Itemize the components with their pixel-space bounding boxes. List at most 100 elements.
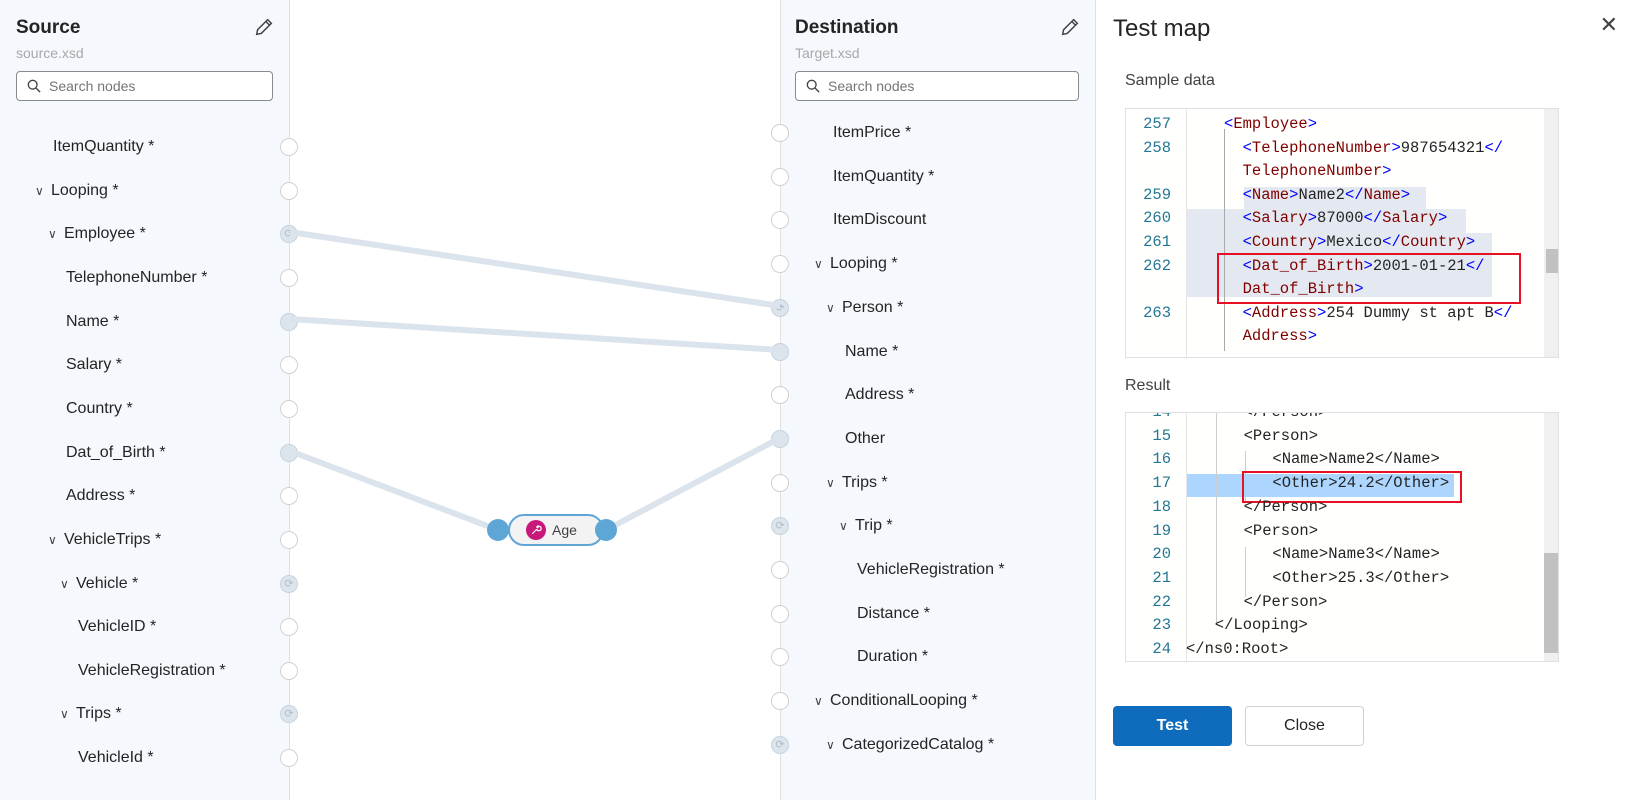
close-button[interactable]: Close xyxy=(1245,706,1364,746)
source-search[interactable] xyxy=(16,71,273,101)
loop-handle-icon[interactable]: ⟳ xyxy=(771,735,789,754)
tree-node[interactable]: VehicleRegistration * xyxy=(857,558,1005,582)
tree-node[interactable]: Other xyxy=(845,427,885,451)
result-label: Result xyxy=(1125,377,1171,394)
tree-node-label: VehicleRegistration * xyxy=(857,561,1005,578)
tree-node[interactable]: ∨ Trip * xyxy=(839,514,893,538)
sample-scrollbar[interactable] xyxy=(1544,109,1558,357)
node-handle[interactable] xyxy=(771,386,789,405)
node-handle[interactable] xyxy=(280,749,298,768)
result-editor[interactable]: 14 </Person> 15 <Person> 16 <Name>Name2</Name… xyxy=(1125,412,1559,662)
destination-search-input[interactable] xyxy=(828,78,1028,94)
function-output-handle[interactable] xyxy=(595,519,617,541)
tree-node[interactable]: ItemQuantity * xyxy=(53,135,154,159)
destination-search[interactable] xyxy=(795,71,1079,101)
test-button[interactable]: Test xyxy=(1113,706,1232,746)
tree-node[interactable]: TelephoneNumber * xyxy=(66,266,207,290)
tree-node[interactable]: ∨ Person * xyxy=(826,296,903,320)
loop-handle-icon[interactable]: ⟳ xyxy=(280,225,298,244)
chevron-down-icon[interactable]: ∨ xyxy=(839,519,848,534)
tree-node[interactable]: ∨ Trips * xyxy=(826,471,888,495)
chevron-down-icon[interactable]: ∨ xyxy=(60,707,69,722)
node-handle[interactable] xyxy=(771,604,789,623)
function-node-age[interactable]: Age xyxy=(508,514,604,546)
node-handle[interactable] xyxy=(771,561,789,579)
node-handle[interactable] xyxy=(771,255,789,274)
node-handle[interactable] xyxy=(280,356,298,375)
tree-node[interactable]: ∨ ConditionalLooping * xyxy=(814,689,978,713)
tree-node[interactable]: Country * xyxy=(66,397,133,421)
node-handle[interactable] xyxy=(771,124,789,142)
edit-destination-icon[interactable] xyxy=(1059,16,1081,38)
tree-node[interactable]: Address * xyxy=(66,484,135,508)
code-line: <TelephoneNumber>987654321</ xyxy=(1243,139,1503,157)
loop-handle-icon[interactable]: ⟳ xyxy=(280,705,298,724)
node-handle[interactable] xyxy=(771,429,789,448)
tree-node[interactable]: Dat_of_Birth * xyxy=(66,441,166,465)
node-handle[interactable] xyxy=(280,268,298,287)
node-handle[interactable] xyxy=(771,342,789,361)
tree-node[interactable]: ItemPrice * xyxy=(833,121,911,145)
tree-node[interactable]: ∨ Vehicle * xyxy=(60,572,138,596)
tree-node[interactable]: Address * xyxy=(845,383,914,407)
tree-node[interactable]: Salary * xyxy=(66,353,122,377)
tree-node[interactable]: Name * xyxy=(66,310,119,334)
node-handle[interactable] xyxy=(280,530,298,549)
tree-node[interactable]: ∨ Trips * xyxy=(60,702,122,726)
chevron-down-icon[interactable]: ∨ xyxy=(60,576,69,591)
loop-handle-icon[interactable]: ⟳ xyxy=(280,574,298,593)
chevron-down-icon[interactable]: ∨ xyxy=(814,257,823,272)
loop-handle-icon[interactable]: ⟳ xyxy=(771,298,789,317)
chevron-down-icon[interactable]: ∨ xyxy=(48,227,57,242)
tree-node[interactable]: ∨ Looping * xyxy=(814,252,898,276)
code-token: > xyxy=(1307,115,1318,133)
chevron-down-icon[interactable]: ∨ xyxy=(48,532,57,547)
node-handle[interactable] xyxy=(771,473,789,492)
tree-node[interactable]: ∨ Employee * xyxy=(48,222,146,246)
connection-dob-age[interactable] xyxy=(288,448,500,533)
node-handle[interactable] xyxy=(280,138,298,156)
node-handle[interactable] xyxy=(771,692,789,711)
source-search-input[interactable] xyxy=(49,78,249,94)
tree-node[interactable]: VehicleId * xyxy=(78,746,154,770)
node-handle[interactable] xyxy=(280,181,298,200)
result-scrollbar[interactable] xyxy=(1544,413,1558,661)
tree-node[interactable]: ItemQuantity * xyxy=(833,165,934,189)
tree-node[interactable]: ∨ VehicleTrips * xyxy=(48,528,161,552)
node-handle[interactable] xyxy=(280,443,298,462)
node-handle[interactable] xyxy=(280,399,298,418)
tree-node[interactable]: ∨ Looping * xyxy=(35,179,119,203)
tree-node[interactable]: ∨ CategorizedCatalog * xyxy=(826,733,994,757)
close-panel-icon[interactable]: ✕ xyxy=(1599,12,1618,37)
chevron-down-icon[interactable]: ∨ xyxy=(814,694,823,709)
node-handle[interactable] xyxy=(280,487,298,506)
tree-node-label: Trip * xyxy=(855,517,893,535)
node-handle[interactable] xyxy=(771,167,789,186)
loop-handle-icon[interactable]: ⟳ xyxy=(771,517,789,536)
tree-node[interactable]: Duration * xyxy=(857,645,928,669)
tree-node[interactable]: ItemDiscount xyxy=(833,208,926,232)
connection-employee-person[interactable] xyxy=(289,229,781,309)
chevron-down-icon[interactable]: ∨ xyxy=(826,300,835,315)
chevron-down-icon[interactable]: ∨ xyxy=(826,475,835,490)
node-handle[interactable] xyxy=(280,312,298,331)
node-handle[interactable] xyxy=(771,211,789,230)
tree-node-label: Person * xyxy=(842,298,904,316)
edit-source-icon[interactable] xyxy=(253,16,275,38)
chevron-down-icon[interactable]: ∨ xyxy=(35,183,44,198)
tree-node[interactable]: VehicleRegistration * xyxy=(78,659,226,683)
connection-age-other[interactable] xyxy=(604,435,782,533)
connection-name-name[interactable] xyxy=(289,316,781,353)
node-handle[interactable] xyxy=(280,618,298,637)
code-token: 87000 xyxy=(1317,209,1364,228)
function-input-handle[interactable] xyxy=(487,519,509,541)
sample-data-editor[interactable]: 257 <Employee> 258 <TelephoneNumber>9876543… xyxy=(1125,108,1559,358)
tree-node[interactable]: VehicleID * xyxy=(78,615,156,639)
node-handle[interactable] xyxy=(771,648,789,667)
tree-node[interactable]: Distance * xyxy=(857,602,930,626)
chevron-down-icon[interactable]: ∨ xyxy=(826,737,835,752)
node-handle[interactable] xyxy=(280,661,298,680)
tree-node-label: Looping * xyxy=(830,255,898,273)
tree-node[interactable]: Name * xyxy=(845,340,898,364)
code-token: Mexico xyxy=(1326,233,1383,251)
